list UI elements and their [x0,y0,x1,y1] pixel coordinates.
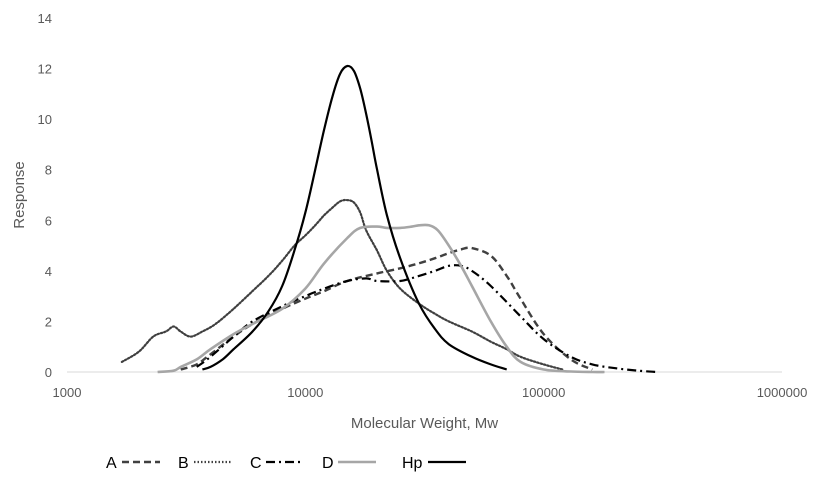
x-axis-ticks: 1000 10000 100000 1000000 [53,385,808,400]
legend-label-d: D [322,455,334,472]
legend-label-b: B [178,455,189,472]
legend-label-c: C [250,455,262,472]
y-tick-label: 4 [45,264,52,279]
y-tick-label: 8 [45,163,52,178]
y-tick-label: 6 [45,213,52,228]
x-tick-label: 100000 [522,385,565,400]
y-axis-ticks: 0 2 4 6 8 10 12 14 [38,11,52,380]
series-line-b [120,198,564,371]
x-tick-label: 1000000 [757,385,808,400]
series-line-d [157,223,605,374]
series-line-hp [202,64,508,371]
legend: A B C D Hp [106,455,466,472]
y-tick-label: 2 [45,314,52,329]
series-line-c [196,264,658,374]
y-tick-label: 14 [38,11,52,26]
x-tick-label: 10000 [287,385,323,400]
x-axis-label: Molecular Weight, Mw [351,415,498,432]
y-tick-label: 12 [38,62,52,77]
x-tick-label: 1000 [53,385,82,400]
series-line-a [180,246,593,371]
y-tick-label: 10 [38,112,52,127]
y-axis-label: Response [11,161,28,229]
y-tick-label: 0 [45,365,52,380]
legend-label-a: A [106,455,117,472]
series-lines [120,64,658,374]
legend-label-hp: Hp [402,455,423,472]
